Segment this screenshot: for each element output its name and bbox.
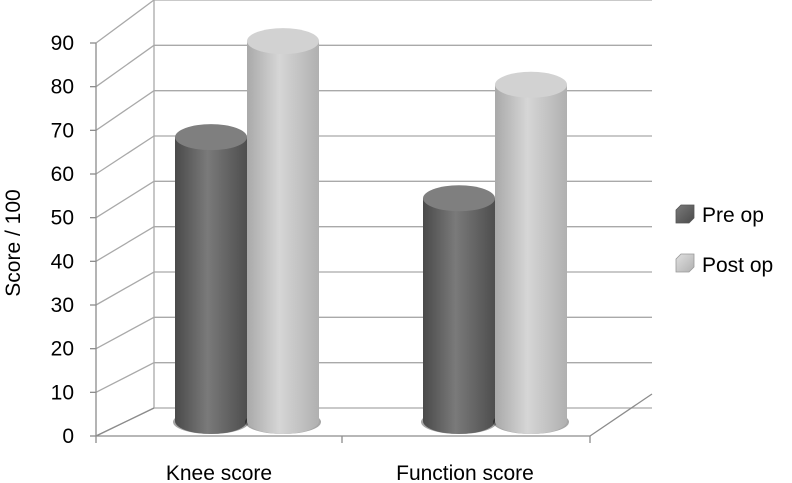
- bar-pre-op-function-score: [421, 185, 497, 434]
- legend: Pre op Post op: [675, 204, 773, 277]
- y-tick-label: 60: [51, 163, 74, 186]
- y-tick-labels: 0 10 20 30 40 50 60 70 80 90: [51, 32, 74, 448]
- gridline: [95, 0, 652, 44]
- y-tick-label: 0: [62, 425, 74, 448]
- y-tick-label: 90: [51, 32, 74, 55]
- legend-swatch-post-op: [675, 253, 695, 273]
- y-tick-label: 50: [51, 207, 74, 230]
- y-axis-label: Score / 100: [2, 189, 25, 296]
- gridline: [95, 90, 652, 131]
- x-category-label: Knee score: [166, 462, 272, 483]
- legend-label-pre-op: Pre op: [702, 204, 764, 227]
- x-category-label: Function score: [396, 462, 534, 483]
- bar-post-op-knee-score: [245, 28, 321, 434]
- x-category-labels: Knee score Function score: [166, 462, 534, 483]
- legend-swatch-pre-op: [675, 204, 695, 224]
- axes: [95, 43, 653, 443]
- y-tick-label: 10: [51, 381, 74, 404]
- y-tick-label: 70: [51, 119, 74, 142]
- bar-post-op-function-score: [493, 71, 569, 435]
- gridline: [95, 44, 652, 88]
- bars: [173, 28, 569, 435]
- gridlines: [90, 0, 652, 437]
- bar-pre-op-knee-score: [173, 124, 249, 434]
- y-tick-label: 30: [51, 294, 74, 317]
- legend-label-post-op: Post op: [702, 254, 773, 277]
- y-tick-label: 80: [51, 76, 74, 99]
- y-tick-label: 20: [51, 338, 74, 361]
- y-tick-label: 40: [51, 250, 74, 273]
